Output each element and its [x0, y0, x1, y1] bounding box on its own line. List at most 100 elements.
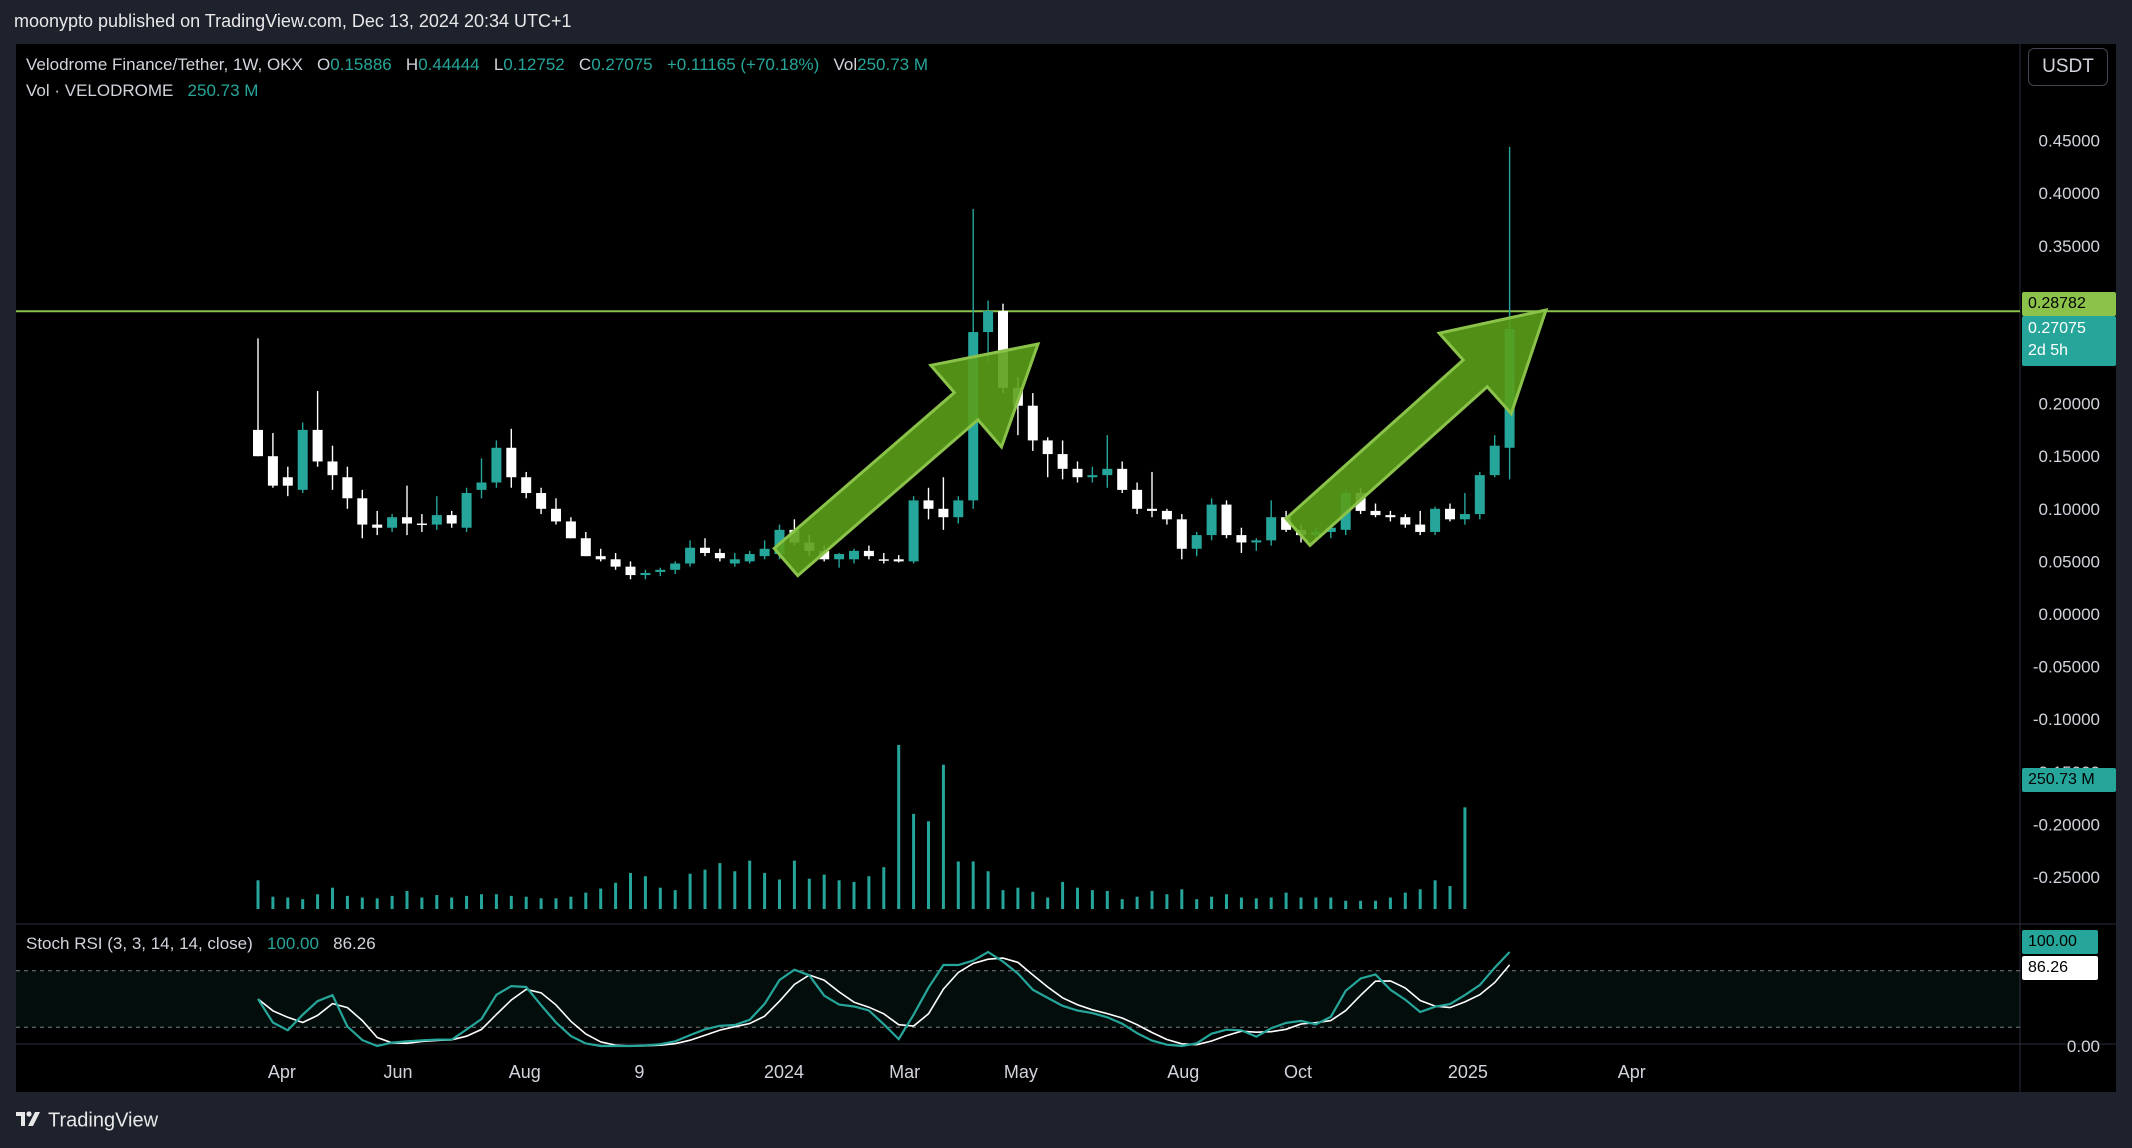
candle-body	[610, 559, 621, 567]
volume-bar	[1061, 881, 1065, 909]
candle-body	[431, 515, 442, 525]
candle-body	[327, 461, 338, 476]
volume-bar	[1239, 897, 1243, 909]
candle-body	[1027, 405, 1038, 441]
volume-bar	[569, 896, 573, 909]
volume-bar	[614, 882, 618, 909]
volume-bar	[1448, 886, 1452, 909]
candle-body	[983, 311, 994, 333]
stoch-rsi-k-value: 100.00	[266, 934, 319, 953]
candle-body	[1161, 510, 1172, 520]
time-axis-label: 2025	[1448, 1062, 1488, 1082]
candle-body	[625, 566, 636, 576]
price-tick-label: 0.05000	[2039, 552, 2100, 571]
time-axis-label: Apr	[268, 1062, 296, 1082]
volume-bar	[1031, 891, 1035, 909]
candle-body	[1266, 517, 1277, 541]
volume-bar	[271, 896, 275, 909]
volume-bar	[1388, 897, 1392, 909]
volume-bar	[941, 764, 945, 909]
price-tick-label: -0.05000	[2033, 658, 2100, 677]
volume-bar	[643, 876, 647, 909]
volume-bar	[390, 895, 394, 909]
volume-bar	[375, 898, 379, 909]
candle-body	[1459, 514, 1470, 520]
price-tick-label: 0.10000	[2039, 500, 2100, 519]
candle-body	[1370, 510, 1381, 516]
candle-body	[1489, 445, 1500, 476]
volume-bar	[1299, 897, 1303, 909]
volume-badge: 250.73 M	[2022, 768, 2116, 792]
volume-bar	[1463, 807, 1467, 909]
volume-bar	[584, 892, 588, 909]
volume-bar	[539, 898, 543, 909]
volume-bar	[1046, 897, 1050, 909]
candle-body	[953, 500, 964, 518]
volume-bar	[658, 887, 662, 909]
price-tick-label: 0.40000	[2039, 184, 2100, 203]
candle-body	[1236, 535, 1247, 543]
price-tick-label: 0.15000	[2039, 447, 2100, 466]
volume-bar	[509, 895, 513, 909]
volume-bar	[1403, 892, 1407, 909]
volume-bar	[345, 895, 349, 909]
candle-body	[595, 556, 606, 560]
candle-body	[1430, 508, 1441, 532]
candle-body	[1206, 504, 1217, 536]
volume-bar	[1076, 887, 1079, 909]
volume-bar	[897, 745, 901, 909]
volume-bar	[1120, 899, 1124, 909]
candle-body	[1325, 527, 1336, 532]
candle-body	[1385, 515, 1396, 518]
level-price-badge: 0.28782	[2022, 292, 2116, 316]
volume-bar	[1269, 897, 1273, 909]
volume-bar	[673, 890, 677, 909]
candle-body	[536, 493, 547, 509]
volume-bar	[420, 897, 424, 909]
volume-bar	[629, 872, 632, 909]
last-price-badge: 0.27075 2d 5h	[2022, 316, 2116, 366]
candle-body	[1057, 454, 1068, 469]
candle-body	[998, 311, 1008, 388]
candle-body	[655, 569, 666, 572]
candle-body	[729, 559, 740, 564]
stoch-rsi-d-value: 86.26	[333, 934, 376, 953]
candle-body	[1087, 475, 1098, 478]
candle-body	[282, 477, 293, 486]
volume-bar	[450, 897, 454, 909]
time-axis-label: 2024	[764, 1062, 804, 1082]
stoch-k-line	[257, 950, 1511, 1048]
chart-canvas[interactable]: 0.450000.400000.350000.300000.250000.200…	[16, 44, 2116, 1092]
candle-body	[372, 524, 383, 528]
volume-bar	[405, 890, 409, 909]
currency-button[interactable]: USDT	[2028, 48, 2108, 86]
time-axis-label: Aug	[509, 1062, 541, 1082]
chart-panel[interactable]: 0.450000.400000.350000.300000.250000.200…	[16, 44, 2116, 1092]
volume-bar	[867, 876, 871, 909]
stoch-d-line	[257, 957, 1511, 1047]
candle-body	[521, 477, 532, 494]
candle-body	[1072, 468, 1083, 478]
candle-body	[446, 515, 457, 524]
tradingview-logo-icon	[14, 1108, 44, 1134]
candle-body	[759, 548, 770, 557]
candle-body	[506, 447, 517, 478]
candle-body	[1102, 468, 1113, 476]
volume-bar	[837, 880, 841, 909]
volume-bar	[1344, 900, 1348, 909]
volume-bar	[494, 894, 498, 909]
brand-footer[interactable]: TradingView	[14, 1108, 158, 1134]
volume-bar	[301, 899, 305, 909]
price-tick-label: 0.20000	[2039, 395, 2100, 414]
volume-bar	[1314, 897, 1318, 909]
candle-body	[670, 563, 681, 570]
bar-countdown: 2d 5h	[2028, 342, 2069, 359]
volume-bar	[733, 871, 737, 909]
volume-bar	[286, 897, 290, 909]
volume-bar	[822, 874, 826, 909]
candle-body	[714, 552, 725, 559]
candle-body	[1415, 524, 1426, 532]
candle-body	[476, 482, 487, 490]
candle-body	[744, 554, 755, 562]
candle-body	[461, 493, 472, 528]
